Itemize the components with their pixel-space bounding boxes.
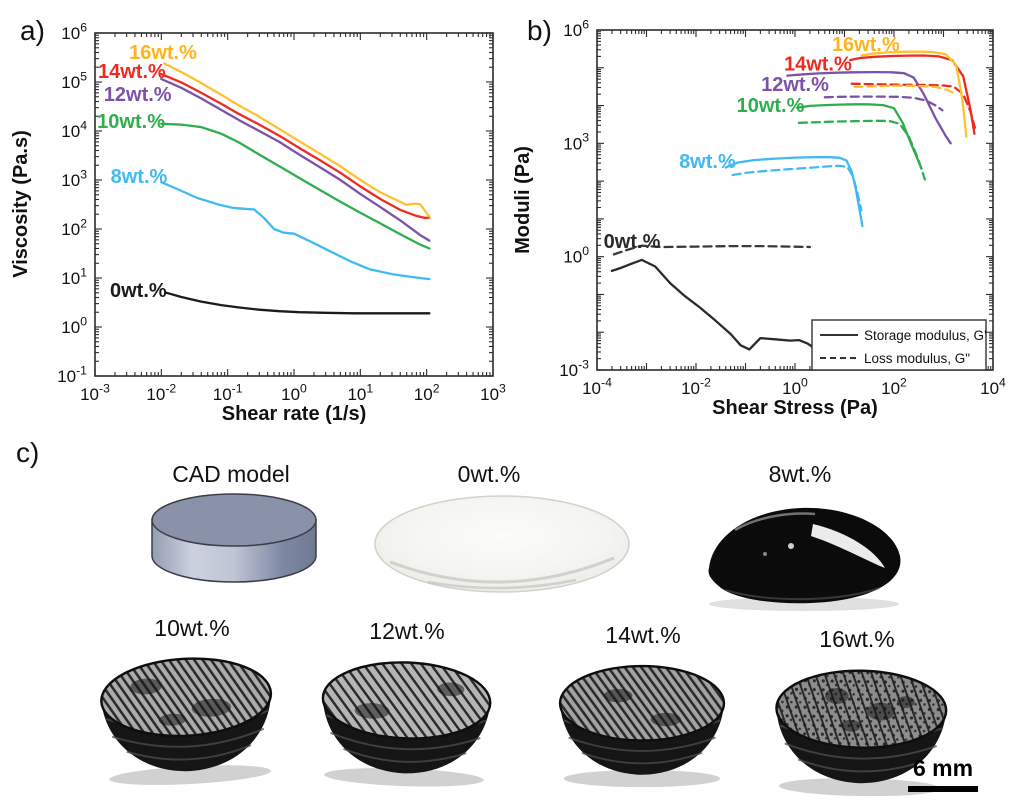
x-tick-label: 10-2 xyxy=(146,381,176,404)
x-tick-label: 104 xyxy=(980,375,1006,398)
cad-model-image xyxy=(151,493,317,583)
y-axis-title: Viscosity (Pa.s) xyxy=(10,130,32,277)
curve-label: 8wt.% xyxy=(679,151,736,173)
series-14wt-g- xyxy=(848,54,976,135)
viscosity-chart: 10-3 10-2 10-1 100 101 102 103 10-1 100 101 102 103… xyxy=(10,20,506,425)
sample-photo-8wt xyxy=(708,507,901,611)
y-tick-label: 103 xyxy=(61,167,87,190)
curve-label: 12wt.% xyxy=(761,74,829,96)
series-8wt- xyxy=(160,181,431,281)
panel-c-label: c) xyxy=(16,437,40,468)
series-16wt- xyxy=(162,62,431,218)
x-tick-label: 100 xyxy=(281,381,307,404)
y-tick-label: 104 xyxy=(61,118,87,141)
series-16wt-g- xyxy=(853,84,958,96)
x-tick-label: 100 xyxy=(782,375,808,398)
x-axis-title: Shear Stress (Pa) xyxy=(712,397,878,419)
y-tick-label: 103 xyxy=(563,131,589,154)
sample-label-0wt: 0wt.% xyxy=(457,461,521,487)
x-tick-label: 103 xyxy=(480,381,506,404)
series-10wt-g- xyxy=(797,119,927,181)
curve-label: 10wt.% xyxy=(97,111,165,133)
curve-label: 14wt.% xyxy=(98,61,166,83)
scale-bar xyxy=(908,786,978,792)
curve-label: 0wt.% xyxy=(604,231,661,253)
x-tick-label: 10-1 xyxy=(213,381,243,404)
y-tick-label: 106 xyxy=(563,17,589,40)
curve-label: 0wt.% xyxy=(110,280,167,302)
sample-label-16wt: 16wt.% xyxy=(819,626,895,652)
series-12wt- xyxy=(160,77,431,242)
curve-label: 16wt.% xyxy=(129,42,197,64)
panel-a-label: a) xyxy=(20,15,45,46)
curve-label: 12wt.% xyxy=(104,84,172,106)
y-tick-label: 100 xyxy=(61,314,87,337)
scale-bar-label: 6 mm xyxy=(912,755,974,781)
sample-photo-0wt xyxy=(374,495,630,593)
series-14wt- xyxy=(160,72,431,220)
sample-photo-12wt xyxy=(321,659,492,787)
series-12wt-g- xyxy=(786,70,952,145)
series-10wt-g- xyxy=(795,103,923,170)
curve-label: 10wt.% xyxy=(737,95,805,117)
series-10wt- xyxy=(160,122,431,250)
series-12wt-g- xyxy=(823,95,944,112)
x-tick-label: 10-4 xyxy=(582,375,612,398)
legend-label: Loss modulus, G" xyxy=(864,351,970,366)
sample-label-cad: CAD model xyxy=(172,461,290,487)
curve-label: 14wt.% xyxy=(784,53,852,75)
sample-photo-14wt xyxy=(558,664,726,788)
sample-photo-16wt xyxy=(775,669,948,797)
x-tick-label: 102 xyxy=(414,381,440,404)
curve-label: 16wt.% xyxy=(832,34,900,56)
sample-label-10wt: 10wt.% xyxy=(154,615,230,641)
sample-label-8wt: 8wt.% xyxy=(768,461,832,487)
sample-label-14wt: 14wt.% xyxy=(605,622,681,648)
y-tick-label: 10-1 xyxy=(57,363,87,386)
series-8wt-g- xyxy=(724,156,864,228)
legend-box xyxy=(811,319,987,371)
sample-label-12wt: 12wt.% xyxy=(369,618,445,644)
y-tick-label: 106 xyxy=(61,20,87,43)
series-14wt-g- xyxy=(850,82,977,129)
x-tick-label: 10-3 xyxy=(80,381,110,404)
series-16wt-g- xyxy=(860,50,968,138)
y-tick-label: 10-3 xyxy=(559,357,589,380)
curve-label: 8wt.% xyxy=(111,166,168,188)
y-tick-label: 102 xyxy=(61,216,87,239)
y-tick-label: 100 xyxy=(563,244,589,267)
x-tick-label: 10-2 xyxy=(681,375,711,398)
series-8wt-g- xyxy=(731,164,863,212)
series-0wt-g- xyxy=(610,258,814,351)
y-axis-title: Moduli (Pa) xyxy=(512,146,534,254)
series-0wt-g- xyxy=(612,244,812,256)
x-tick-label: 101 xyxy=(347,381,373,404)
y-tick-label: 101 xyxy=(61,265,87,288)
sample-photo-10wt xyxy=(99,654,273,785)
panel-b-label: b) xyxy=(527,15,552,46)
x-tick-label: 102 xyxy=(881,375,907,398)
moduli-chart: 10-4 10-2 100 102 104 10-3 100 103 106 Shear Stre… xyxy=(512,17,1006,419)
legend-label: Storage modulus, G' xyxy=(864,328,987,343)
x-axis-title: Shear rate (1/s) xyxy=(222,403,367,425)
y-tick-label: 105 xyxy=(61,69,87,92)
series-0wt- xyxy=(165,291,431,315)
